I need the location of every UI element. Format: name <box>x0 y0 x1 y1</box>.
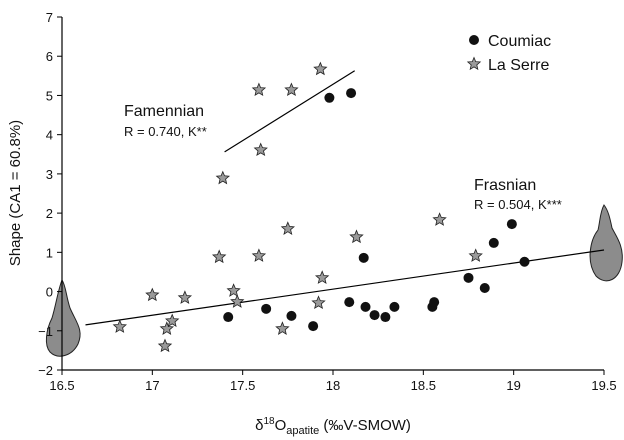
circle-point <box>358 252 369 263</box>
star-point <box>313 61 328 76</box>
fit-line <box>85 249 605 326</box>
annotation: Frasnian <box>474 177 536 194</box>
circle-point <box>380 312 391 323</box>
y-tick-label: 4 <box>46 128 53 143</box>
star-point <box>157 338 173 353</box>
star-point <box>314 270 330 284</box>
y-tick-label: 3 <box>46 167 53 182</box>
star-point <box>275 321 290 335</box>
circle-point <box>488 237 499 248</box>
star-point <box>311 295 326 310</box>
legend-swatch <box>469 35 479 45</box>
star-point <box>211 249 227 264</box>
circle-point <box>463 272 474 283</box>
star-point <box>215 170 230 185</box>
y-axis-label: Shape (CA1 = 60.8%) <box>7 120 24 266</box>
legend-swatch <box>466 56 482 71</box>
annotation: Famennian <box>124 103 204 120</box>
y-tick-label: 1 <box>46 245 53 260</box>
x-tick-label: 17.5 <box>230 378 255 393</box>
circle-point <box>506 219 517 230</box>
star-point <box>251 248 267 262</box>
density-shape-right <box>589 204 623 282</box>
x-tick-label: 19.5 <box>591 378 616 393</box>
star-point <box>468 248 483 262</box>
circle-point <box>286 310 297 321</box>
circle-point <box>344 297 355 308</box>
star-point <box>280 221 295 235</box>
x-tick-label: 18 <box>326 378 340 393</box>
x-label-part: 18 <box>263 416 275 427</box>
star-point <box>251 82 267 97</box>
star-point <box>226 283 241 297</box>
circle-point <box>369 310 380 321</box>
circle-point <box>479 283 490 294</box>
circle-point <box>389 301 400 312</box>
x-label-part: O <box>275 417 287 434</box>
density-shape-left <box>45 278 81 357</box>
star-point <box>145 287 160 302</box>
annotation-stat: R = 0.740, K** <box>124 124 207 139</box>
fit-line <box>224 70 355 153</box>
x-tick-label: 19 <box>506 378 520 393</box>
star-point <box>284 82 299 97</box>
y-tick-label: 7 <box>46 10 53 25</box>
star-point <box>112 319 127 333</box>
x-tick-label: 17 <box>145 378 159 393</box>
circle-point <box>223 312 234 323</box>
y-tick-label: 2 <box>46 206 53 221</box>
star-point <box>230 294 245 308</box>
y-tick-label: 6 <box>46 49 53 64</box>
x-tick-label: 18.5 <box>411 378 436 393</box>
circle-point <box>519 256 530 267</box>
annotation-stat: R = 0.504, K*** <box>474 197 562 212</box>
circle-point <box>429 297 440 308</box>
x-label-part: δ <box>255 417 263 434</box>
circle-point <box>324 92 335 103</box>
y-tick-label: −2 <box>38 363 53 378</box>
x-tick-label: 16.5 <box>49 378 74 393</box>
legend-label: La Serre <box>488 57 549 74</box>
circle-point <box>308 321 319 332</box>
star-point <box>177 290 193 304</box>
circle-point <box>261 303 272 314</box>
circle-point <box>360 301 371 312</box>
star-point <box>349 229 364 244</box>
x-axis-label: δ18Oapatite (‰V-SMOW) <box>255 416 411 437</box>
circle-point <box>346 88 357 99</box>
x-label-part: apatite <box>286 425 319 437</box>
star-point <box>159 321 175 335</box>
y-tick-label: 5 <box>46 88 53 103</box>
x-label-part: (‰V-SMOW) <box>319 417 411 434</box>
legend-label: Coumiac <box>488 33 551 50</box>
y-tick-label: −1 <box>38 324 53 339</box>
y-tick-label: 0 <box>46 285 53 300</box>
star-point <box>165 313 180 328</box>
star-point <box>253 142 268 157</box>
star-point <box>432 212 447 226</box>
